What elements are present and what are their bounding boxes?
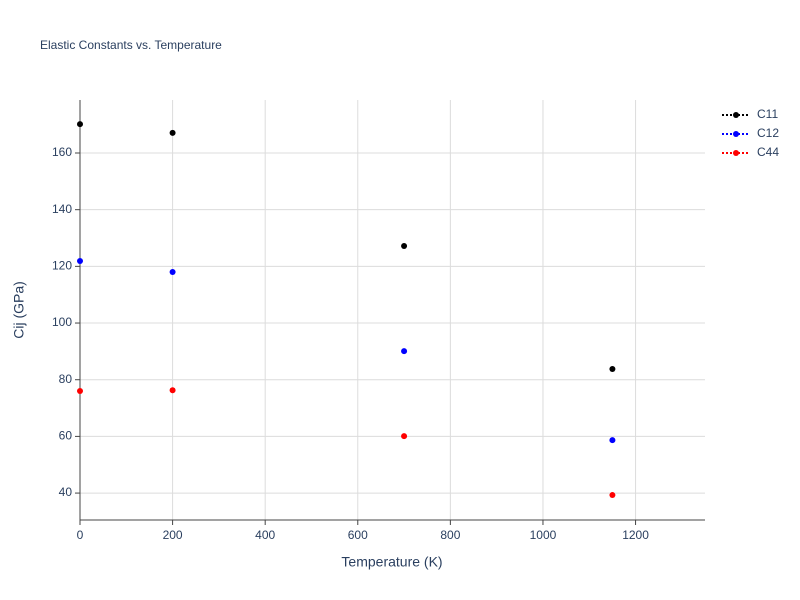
legend-marker: [733, 150, 739, 156]
y-tick-label: 100: [52, 315, 72, 329]
data-point: [169, 387, 176, 394]
x-tick-label: 600: [348, 528, 368, 542]
x-tick-label: 200: [163, 528, 183, 542]
data-point: [169, 129, 176, 136]
x-tick-label: 1200: [622, 528, 649, 542]
legend-label: C44: [757, 145, 779, 159]
data-point: [401, 348, 408, 355]
y-tick-label: 60: [59, 429, 73, 443]
y-tick-label: 140: [52, 202, 72, 216]
data-point: [77, 388, 83, 395]
x-axis-title: Temperature (K): [341, 554, 442, 570]
y-tick-label: 40: [59, 485, 73, 499]
data-point: [609, 365, 616, 372]
data-point: [609, 437, 616, 444]
x-tick-label: 800: [440, 528, 460, 542]
x-tick-label: 0: [77, 528, 84, 542]
data-point: [169, 269, 176, 276]
y-tick-label: 80: [59, 372, 73, 386]
x-tick-label: 1000: [530, 528, 557, 542]
y-tick-label: 160: [52, 145, 72, 159]
y-tick-label: 120: [52, 259, 72, 273]
x-tick-label: 400: [255, 528, 275, 542]
data-point: [77, 257, 83, 264]
legend-label: C11: [757, 107, 778, 121]
chart-title: Elastic Constants vs. Temperature: [40, 38, 222, 52]
y-axis-title: Cij (GPa): [11, 281, 27, 339]
legend-marker: [733, 112, 739, 118]
legend-marker: [733, 131, 739, 137]
data-point: [609, 492, 616, 499]
data-point: [77, 121, 83, 128]
data-point: [401, 433, 408, 440]
data-point: [401, 242, 408, 249]
legend-label: C12: [757, 126, 779, 140]
